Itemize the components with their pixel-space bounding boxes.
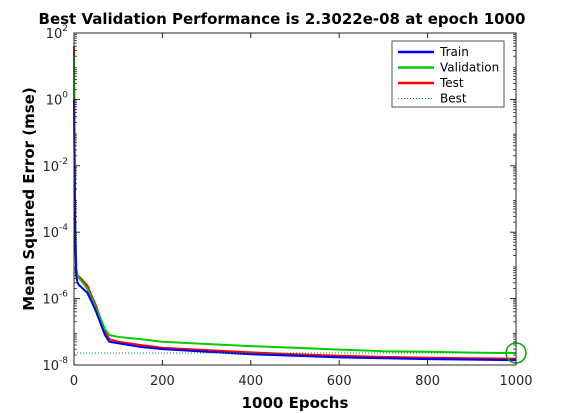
legend-label-validation: Validation — [440, 61, 499, 75]
x-tick-label: 400 — [238, 374, 263, 389]
y-axis: 10-8 10-6 10-4 10-2 100 102 — [42, 24, 516, 374]
x-tick-label: 0 — [70, 374, 78, 389]
legend-label-train: Train — [439, 45, 469, 59]
x-tick-label: 600 — [327, 374, 352, 389]
y-tick-label: 102 — [46, 24, 68, 42]
x-tick-label: 200 — [150, 374, 175, 389]
y-tick-label: 10-2 — [42, 157, 68, 175]
y-tick-label: 100 — [46, 90, 69, 108]
x-tick-label: 1000 — [499, 374, 532, 389]
legend-label-test: Test — [439, 76, 464, 90]
y-tick-label: 10-4 — [42, 223, 68, 241]
legend-label-best: Best — [440, 92, 467, 106]
plot-frame — [73, 32, 517, 366]
y-axis-label: Mean Squared Error (mse) — [20, 87, 38, 310]
x-tick-label: 800 — [415, 374, 440, 389]
y-tick-label: 10-6 — [42, 290, 68, 308]
x-axis: 0 200 400 600 800 1000 — [70, 33, 533, 389]
chart-title: Best Validation Performance is 2.3022e-0… — [39, 10, 526, 28]
x-axis-label: 1000 Epochs — [242, 394, 349, 412]
y-tick-label: 10-8 — [42, 356, 68, 374]
